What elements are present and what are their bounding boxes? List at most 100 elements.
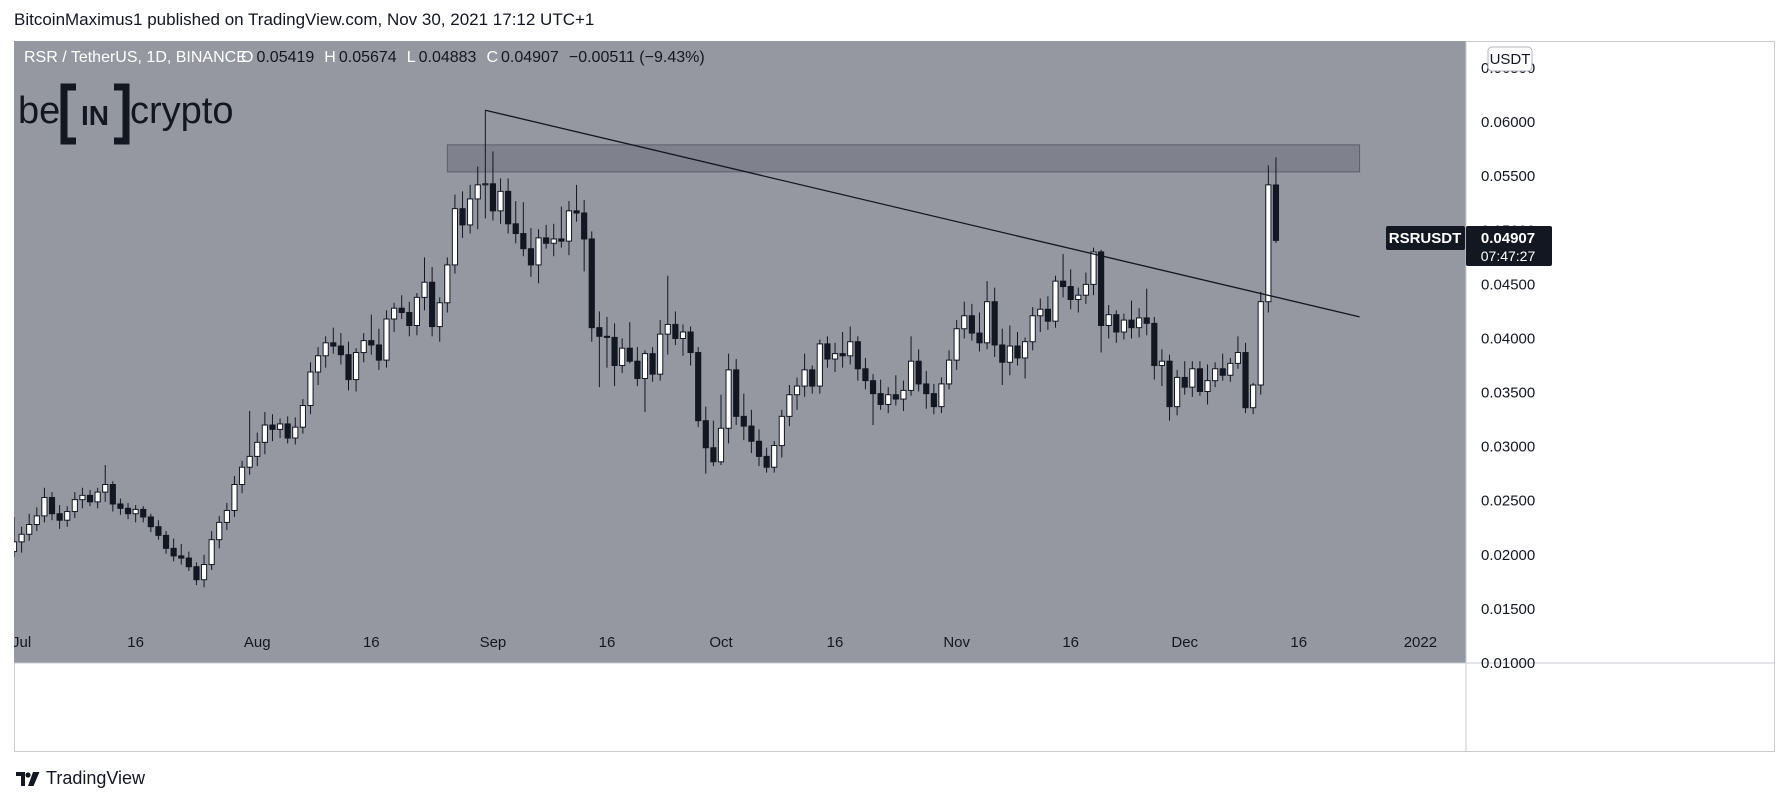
candle: [1151, 316, 1158, 380]
candle: [1265, 165, 1272, 313]
candle-body: [246, 455, 253, 468]
candle-body: [923, 383, 930, 395]
candle-body: [322, 342, 329, 357]
candle-body: [907, 360, 915, 391]
candle-body: [824, 343, 831, 360]
legend-high-value: 0.05674: [339, 49, 397, 66]
candle-body: [467, 198, 474, 226]
logo-bracket-right: [114, 83, 130, 145]
candle-body: [854, 341, 861, 370]
candle: [1120, 313, 1127, 340]
candle: [79, 487, 86, 509]
candle: [945, 350, 953, 390]
candle: [261, 412, 268, 455]
candle: [839, 331, 846, 368]
candle-body: [527, 248, 535, 266]
last-price-tag: [1466, 226, 1552, 266]
candle-body: [1196, 368, 1204, 392]
symbol-price-tag: RSRUSDT 0.04907 07:47:27: [1386, 226, 1552, 266]
candle-body: [938, 383, 945, 408]
candle: [1166, 354, 1173, 421]
candle: [1204, 364, 1211, 405]
candle: [1067, 269, 1074, 310]
candle-body: [869, 380, 877, 395]
candle: [1113, 310, 1120, 343]
candle-body: [102, 484, 109, 493]
candle-body: [26, 524, 33, 535]
candle-body: [695, 352, 702, 422]
y-tick-label: 0.05500: [1481, 168, 1535, 185]
candle: [14, 516, 18, 557]
candle: [550, 223, 557, 257]
candle-body: [983, 301, 991, 344]
candle: [1052, 275, 1059, 328]
candle: [885, 387, 892, 414]
currency-badge[interactable]: USDT: [1487, 46, 1533, 72]
price-chart[interactable]: RSR / TetherUS, 1D, BINANCE O 0.05419 H 0.0…: [14, 41, 1775, 752]
candle-body: [1021, 341, 1029, 359]
logo-text-be: be: [18, 90, 60, 132]
candle: [930, 383, 937, 415]
candle: [48, 492, 56, 521]
candle-body: [930, 393, 937, 408]
candle-body: [1113, 314, 1120, 333]
candle-body: [254, 441, 261, 457]
candle-body: [71, 499, 78, 513]
x-tick-label: 16: [1062, 634, 1079, 651]
candle-body: [18, 533, 25, 543]
candle: [976, 312, 983, 352]
candle: [238, 460, 246, 494]
candle-body: [200, 564, 208, 581]
candle-body: [474, 184, 481, 200]
candle-body: [489, 183, 497, 212]
candle-body: [1174, 376, 1181, 408]
candle-body: [892, 394, 899, 400]
candle: [1082, 272, 1089, 304]
candle: [1037, 298, 1044, 332]
y-tick-label: 0.04500: [1481, 276, 1535, 293]
candle: [626, 322, 633, 364]
candle: [18, 526, 25, 553]
candle-body: [1204, 380, 1211, 392]
candle: [938, 377, 945, 414]
candle-body: [649, 353, 656, 375]
candle-body: [1151, 322, 1158, 367]
legend-symbol: RSR / TetherUS, 1D, BINANCE: [24, 49, 247, 66]
candle-body: [451, 208, 459, 266]
candle: [375, 328, 382, 370]
candle: [162, 531, 170, 554]
candle-body: [459, 208, 466, 226]
x-tick-label: 16: [127, 634, 144, 651]
candle-body: [1120, 319, 1127, 333]
candle: [801, 353, 808, 397]
candle-body: [375, 344, 382, 361]
candle: [117, 498, 124, 515]
legend-high-label: H: [324, 49, 336, 66]
candle-body: [596, 327, 603, 337]
candle: [223, 502, 230, 530]
plot-background: [14, 41, 1466, 663]
candle-body: [497, 190, 504, 212]
candle-body: [1189, 368, 1196, 388]
candle-body: [94, 491, 101, 503]
x-tick-label: Sep: [480, 634, 507, 651]
logo-text-crypto: crypto: [130, 90, 233, 132]
candle-body: [223, 509, 230, 523]
candle: [999, 328, 1006, 385]
candle-body: [193, 566, 200, 581]
published-info: BitcoinMaximus1 published on TradingView…: [14, 10, 595, 29]
candle: [147, 513, 154, 533]
candle-body: [124, 507, 132, 515]
candle-body: [748, 425, 755, 442]
beincrypto-logo: be IN crypto: [18, 83, 233, 145]
candle: [1219, 353, 1226, 381]
candle-body: [976, 332, 983, 344]
candle-body: [413, 296, 420, 326]
candle-body: [155, 526, 162, 536]
candle: [276, 418, 284, 438]
candle: [862, 357, 869, 390]
candle: [793, 377, 801, 410]
legend-open-label: O: [241, 49, 253, 66]
candle-body: [991, 301, 998, 346]
candle: [185, 551, 192, 572]
